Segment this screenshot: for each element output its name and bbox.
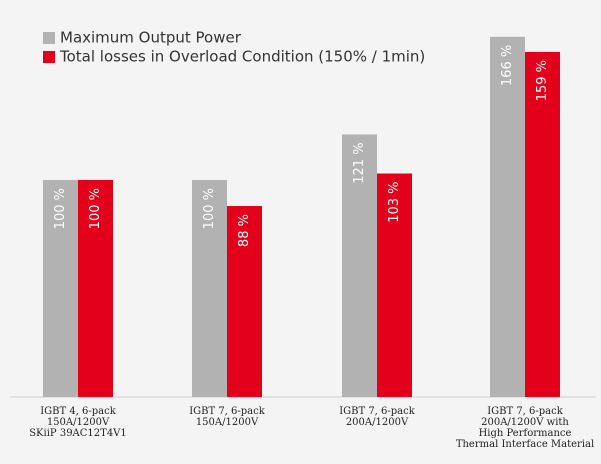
x-tick-label: IGBT 7, 6-pack [487, 406, 564, 417]
x-tick-label: 150A/1200V [196, 417, 259, 428]
value-label: 100 % [53, 188, 68, 229]
x-tick-label: High Performance [479, 428, 572, 439]
x-tick-label: IGBT 7, 6-pack [339, 406, 416, 417]
bar [490, 36, 525, 397]
bar [342, 134, 377, 397]
value-label: 166 % [500, 45, 515, 86]
value-label: 100 % [202, 188, 217, 229]
x-tick-label: IGBT 4, 6-pack [40, 406, 117, 417]
bar [78, 180, 113, 397]
bar [192, 180, 227, 397]
value-label: 121 % [352, 142, 367, 183]
bar [227, 206, 262, 397]
value-label: 100 % [88, 188, 103, 229]
x-tick-label: IGBT 7, 6-pack [189, 406, 266, 417]
value-label: 159 % [535, 60, 550, 101]
bar [43, 180, 78, 397]
x-tick-label: 200A/1200V with [481, 417, 569, 428]
legend-swatch [43, 51, 55, 63]
value-label: 103 % [387, 181, 402, 222]
legend-swatch [43, 32, 55, 44]
bar [377, 173, 412, 397]
value-label: 88 % [237, 214, 252, 247]
x-tick-label: 200A/1200V [346, 417, 409, 428]
x-tick-label: SKiiP 39AC12T4V1 [29, 428, 127, 439]
legend-label: Total losses in Overload Condition (150%… [59, 48, 425, 66]
x-tick-label: Thermal Interface Material [456, 439, 594, 450]
x-tick-label: 150A/1200V [47, 417, 110, 428]
legend-label: Maximum Output Power [60, 29, 242, 47]
bar [525, 51, 560, 397]
